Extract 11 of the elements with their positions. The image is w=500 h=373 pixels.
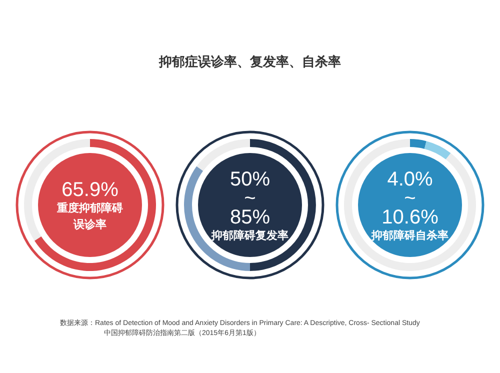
text: 误诊率 bbox=[72, 218, 106, 231]
donut-slice bbox=[196, 139, 250, 171]
donut-slice bbox=[34, 139, 156, 271]
donut-slice bbox=[424, 141, 451, 160]
text: 抑郁症误诊率、复发率、自杀率 bbox=[158, 54, 341, 69]
text: 65.9% bbox=[62, 179, 119, 201]
text: 抑郁障碍自杀率 bbox=[370, 228, 448, 242]
text: 抑郁障碍复发率 bbox=[210, 228, 288, 242]
donut-slice bbox=[410, 139, 426, 149]
text: 重度抑郁障碍 bbox=[56, 202, 123, 214]
donut-slice bbox=[344, 139, 476, 271]
